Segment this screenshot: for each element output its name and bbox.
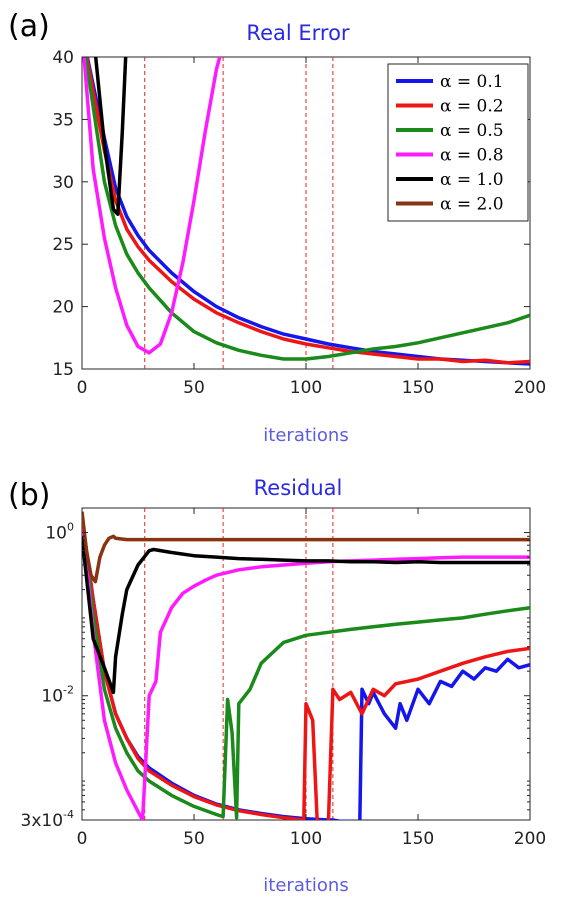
b-series-line-2: [82, 517, 530, 820]
b-series-line-1: [82, 517, 530, 820]
b-ytick-label-2: 3x10-4: [21, 808, 74, 831]
b-xtick-label-1: 50: [183, 829, 205, 849]
chart-a-xlabel: iterations: [263, 425, 348, 446]
b-series-line-3: [82, 518, 530, 820]
chart-b-title: Residual: [254, 476, 343, 500]
a-xtick-label-2: 100: [290, 378, 322, 398]
a-series-line-4: [93, 57, 128, 216]
a-ytick-label-5: 40: [52, 48, 74, 68]
b-ytick-label-0: 100: [45, 521, 74, 544]
b-series-line-5: [82, 511, 530, 584]
a-ytick-label-2: 25: [52, 235, 74, 255]
a-series-line-2: [83, 57, 530, 361]
chart-b-xlabel: iterations: [263, 875, 348, 896]
chart-a-title: Real Error: [246, 21, 350, 45]
a-xtick-label-1: 50: [183, 378, 205, 398]
panel-a-label: (a): [8, 9, 50, 44]
a-xtick-label-4: 200: [514, 378, 546, 398]
b-series-line-0: [82, 517, 530, 820]
panel-b-label: (b): [8, 478, 50, 513]
a-series-group: [82, 57, 530, 366]
a-legend-entry-1: α = 0.2: [440, 97, 504, 117]
b-xtick-label-2: 100: [290, 829, 322, 849]
b-xtick-label-3: 150: [402, 829, 434, 849]
a-ytick-label-0: 15: [52, 360, 74, 380]
a-legend: α = 0.1 α = 0.2 α = 0.5 α = 0.8 α = 1.0 α = 2…: [387, 63, 529, 222]
a-legend-entry-4: α = 1.0: [440, 170, 504, 190]
a-ytick-label-4: 35: [52, 110, 74, 130]
a-legend-entry-2: α = 0.5: [440, 121, 504, 141]
b-ytick-label-1: 10-2: [41, 684, 74, 707]
b-xtick-label-0: 0: [77, 829, 88, 849]
a-legend-box: [387, 63, 529, 222]
a-ytick-label-1: 20: [52, 298, 74, 318]
a-xtick-label-0: 0: [77, 378, 88, 398]
b-xtick-label-4: 200: [514, 829, 546, 849]
a-series-line-3: [82, 57, 222, 355]
b-series-line-4: [82, 536, 530, 695]
a-series-line-1: [84, 57, 530, 365]
residual-plot: 0 50 100 150 200 100 10-2 3x10-4: [21, 507, 546, 849]
a-xtick-label-3: 150: [402, 378, 434, 398]
a-legend-entry-0: α = 0.1: [440, 72, 504, 92]
a-legend-entry-5: α = 2.0: [440, 195, 504, 215]
b-series-group: [82, 511, 530, 820]
a-legend-entry-3: α = 0.8: [440, 146, 504, 166]
a-ytick-label-3: 30: [52, 173, 74, 193]
